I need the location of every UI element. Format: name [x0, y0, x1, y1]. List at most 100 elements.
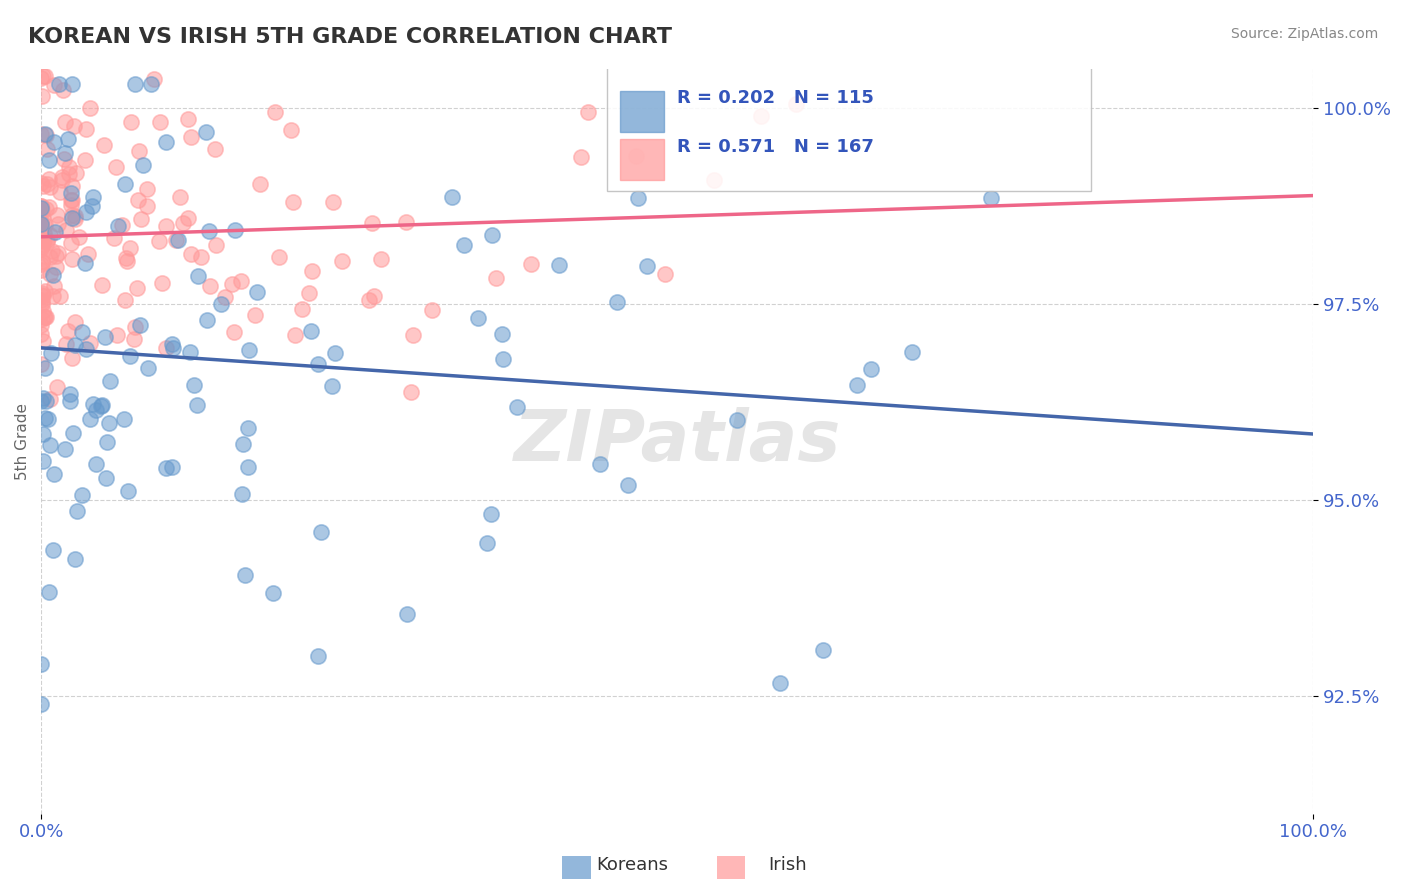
- Point: [79, 335, 101, 350]
- Point: [204, 141, 226, 155]
- Point: [69, 230, 91, 244]
- Point: [148, 235, 170, 249]
- Point: [617, 478, 640, 492]
- Point: [399, 384, 422, 399]
- Point: [42, 135, 65, 149]
- Point: [30, 219, 52, 233]
- Point: [70, 488, 93, 502]
- Point: [49, 288, 72, 302]
- Point: [120, 115, 142, 129]
- Point: [60, 252, 83, 266]
- Point: [30, 327, 52, 342]
- Point: [118, 241, 141, 255]
- Point: [578, 105, 600, 120]
- Point: [30, 219, 52, 234]
- Point: [190, 250, 212, 264]
- Point: [31, 312, 53, 326]
- Point: [30, 218, 52, 232]
- Point: [160, 337, 183, 351]
- Text: Koreans: Koreans: [596, 856, 669, 874]
- Text: ZIPatlas: ZIPatlas: [513, 407, 841, 475]
- Point: [325, 346, 347, 360]
- Point: [492, 352, 515, 367]
- Point: [56, 131, 79, 145]
- Point: [197, 224, 219, 238]
- Point: [229, 274, 252, 288]
- Point: [31, 218, 53, 232]
- Point: [42, 268, 65, 282]
- Point: [402, 327, 425, 342]
- Point: [283, 328, 305, 343]
- Point: [31, 255, 53, 269]
- Point: [53, 145, 76, 160]
- Point: [34, 218, 56, 232]
- Point: [901, 344, 924, 359]
- Point: [42, 467, 65, 481]
- Point: [34, 310, 56, 324]
- Point: [224, 326, 246, 340]
- Point: [103, 231, 125, 245]
- Point: [114, 177, 136, 191]
- Point: [63, 315, 86, 329]
- Point: [70, 325, 93, 339]
- Point: [35, 142, 58, 156]
- Point: [357, 293, 380, 307]
- Point: [35, 310, 58, 324]
- Point: [31, 304, 53, 318]
- Bar: [607, 65, 1091, 192]
- Point: [627, 191, 650, 205]
- Point: [160, 459, 183, 474]
- Point: [149, 115, 172, 129]
- Point: [38, 585, 60, 599]
- Point: [396, 607, 419, 621]
- Point: [32, 334, 55, 348]
- Point: [150, 276, 173, 290]
- Point: [38, 200, 60, 214]
- Point: [31, 237, 53, 252]
- Point: [321, 379, 343, 393]
- Point: [31, 285, 53, 300]
- Point: [55, 223, 77, 237]
- Point: [124, 320, 146, 334]
- Point: [467, 310, 489, 325]
- Point: [63, 552, 86, 566]
- Point: [624, 149, 647, 163]
- Point: [105, 328, 128, 343]
- Point: [280, 122, 302, 136]
- Point: [32, 227, 55, 241]
- Point: [30, 657, 52, 671]
- Point: [177, 211, 200, 226]
- Point: [41, 244, 63, 259]
- Point: [32, 391, 55, 405]
- Point: [93, 138, 115, 153]
- Point: [96, 435, 118, 450]
- Point: [395, 215, 418, 229]
- Point: [238, 421, 260, 435]
- Point: [75, 256, 97, 270]
- Point: [62, 208, 84, 222]
- Point: [35, 177, 58, 191]
- Point: [703, 172, 725, 186]
- Point: [127, 281, 149, 295]
- Point: [30, 202, 52, 216]
- Point: [75, 121, 97, 136]
- Point: [60, 193, 83, 207]
- Point: [58, 387, 80, 401]
- Point: [79, 411, 101, 425]
- Point: [32, 232, 55, 246]
- Point: [60, 351, 83, 365]
- Point: [31, 288, 53, 302]
- Point: [236, 459, 259, 474]
- Point: [77, 247, 100, 261]
- Point: [45, 208, 67, 222]
- Point: [214, 289, 236, 303]
- Point: [301, 263, 323, 277]
- Point: [980, 191, 1002, 205]
- Point: [114, 251, 136, 265]
- Point: [35, 394, 58, 409]
- Point: [45, 249, 67, 263]
- Point: [91, 277, 114, 292]
- Point: [65, 338, 87, 352]
- Point: [32, 232, 55, 246]
- Point: [180, 247, 202, 261]
